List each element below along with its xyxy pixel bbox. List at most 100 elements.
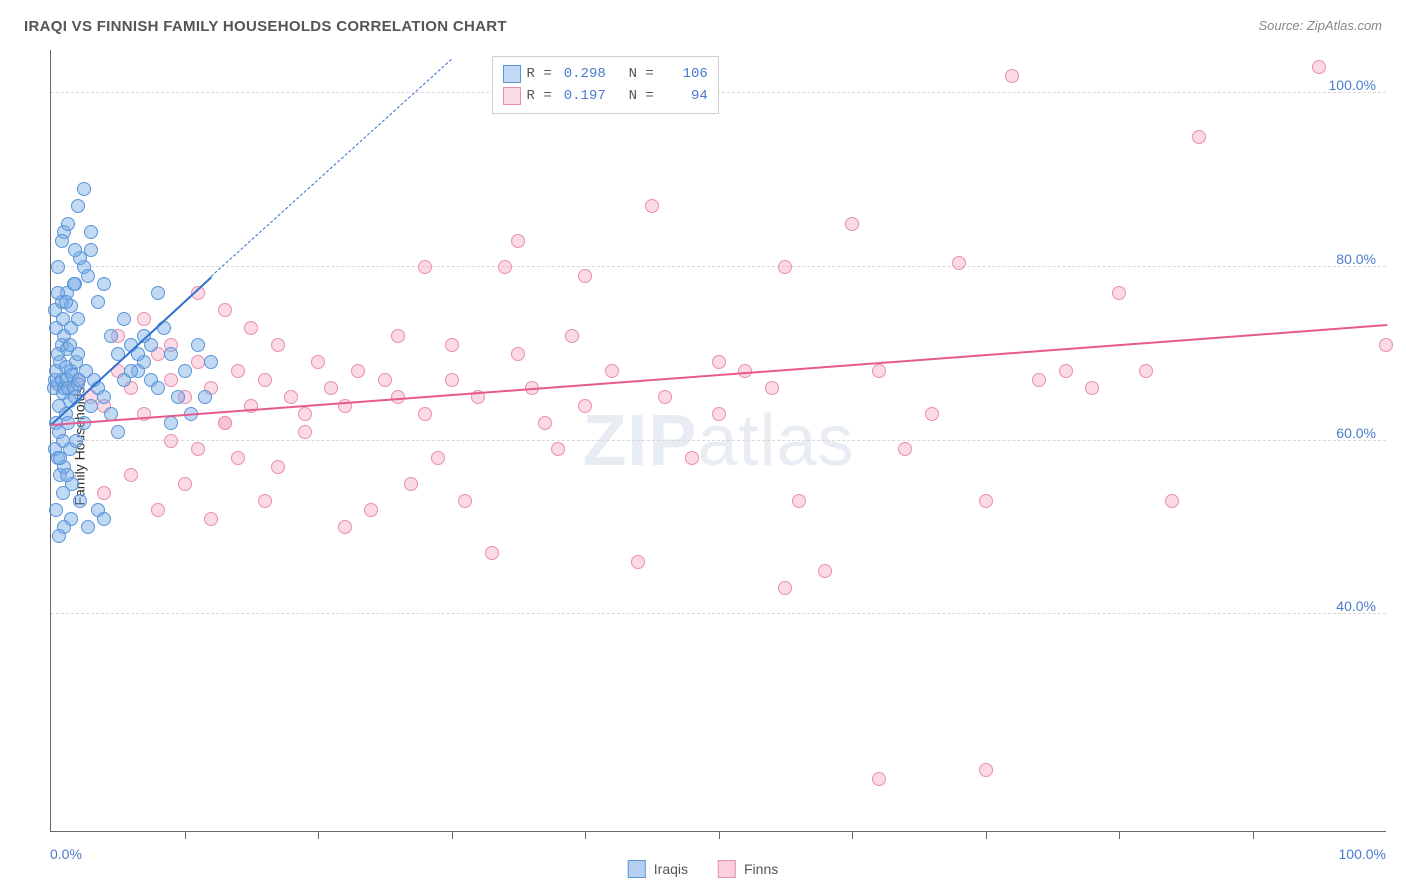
x-tick bbox=[852, 831, 853, 839]
scatter-point bbox=[872, 364, 886, 378]
scatter-point bbox=[56, 312, 70, 326]
scatter-point bbox=[391, 329, 405, 343]
scatter-point bbox=[52, 529, 66, 543]
chart-container: IRAQI VS FINNISH FAMILY HOUSEHOLDS CORRE… bbox=[0, 0, 1406, 892]
scatter-point bbox=[298, 407, 312, 421]
scatter-point bbox=[55, 234, 69, 248]
scatter-point bbox=[631, 555, 645, 569]
scatter-point bbox=[51, 260, 65, 274]
legend-swatch bbox=[503, 65, 521, 83]
scatter-point bbox=[845, 217, 859, 231]
scatter-point bbox=[71, 347, 85, 361]
stat-n-label: N = bbox=[612, 66, 654, 82]
stats-legend-row: R =0.197 N =94 bbox=[503, 85, 708, 107]
scatter-point bbox=[68, 243, 82, 257]
scatter-point bbox=[511, 347, 525, 361]
scatter-point bbox=[298, 425, 312, 439]
x-tick bbox=[185, 831, 186, 839]
scatter-point bbox=[605, 364, 619, 378]
scatter-point bbox=[1059, 364, 1073, 378]
scatter-point bbox=[198, 390, 212, 404]
scatter-point bbox=[979, 494, 993, 508]
scatter-point bbox=[67, 277, 81, 291]
x-tick bbox=[1119, 831, 1120, 839]
scatter-point bbox=[685, 451, 699, 465]
scatter-point bbox=[271, 338, 285, 352]
scatter-point bbox=[71, 312, 85, 326]
scatter-point bbox=[712, 407, 726, 421]
scatter-point bbox=[511, 234, 525, 248]
scatter-point bbox=[124, 468, 138, 482]
scatter-point bbox=[231, 364, 245, 378]
scatter-point bbox=[69, 434, 83, 448]
y-tick-label: 60.0% bbox=[1336, 425, 1376, 441]
scatter-point bbox=[244, 321, 258, 335]
scatter-point bbox=[151, 503, 165, 517]
scatter-point bbox=[445, 338, 459, 352]
x-tick bbox=[986, 831, 987, 839]
scatter-point bbox=[218, 303, 232, 317]
scatter-point bbox=[1139, 364, 1153, 378]
scatter-point bbox=[71, 199, 85, 213]
legend-label: Finns bbox=[744, 861, 778, 877]
scatter-point bbox=[872, 772, 886, 786]
scatter-point bbox=[104, 329, 118, 343]
scatter-point bbox=[418, 407, 432, 421]
x-tick bbox=[719, 831, 720, 839]
scatter-point bbox=[658, 390, 672, 404]
scatter-point bbox=[91, 295, 105, 309]
scatter-point bbox=[1312, 60, 1326, 74]
legend-label: Iraqis bbox=[654, 861, 688, 877]
scatter-point bbox=[364, 503, 378, 517]
scatter-point bbox=[431, 451, 445, 465]
scatter-point bbox=[778, 581, 792, 595]
scatter-point bbox=[1165, 494, 1179, 508]
scatter-point bbox=[204, 355, 218, 369]
scatter-point bbox=[258, 494, 272, 508]
stats-legend-row: R =0.298 N =106 bbox=[503, 63, 708, 85]
stat-n-label: N = bbox=[612, 88, 654, 104]
scatter-point bbox=[56, 486, 70, 500]
scatter-point bbox=[81, 269, 95, 283]
bottom-legend: Iraqis Finns bbox=[628, 860, 778, 878]
scatter-point bbox=[538, 416, 552, 430]
scatter-point bbox=[73, 494, 87, 508]
scatter-point bbox=[979, 763, 993, 777]
scatter-point bbox=[578, 399, 592, 413]
scatter-point bbox=[765, 381, 779, 395]
scatter-point bbox=[204, 512, 218, 526]
scatter-point bbox=[925, 407, 939, 421]
x-axis-max-label: 100.0% bbox=[1339, 846, 1386, 862]
scatter-point bbox=[551, 442, 565, 456]
scatter-point bbox=[712, 355, 726, 369]
scatter-point bbox=[258, 373, 272, 387]
scatter-point bbox=[485, 546, 499, 560]
scatter-point bbox=[351, 364, 365, 378]
scatter-point bbox=[1192, 130, 1206, 144]
scatter-point bbox=[271, 460, 285, 474]
scatter-point bbox=[171, 390, 185, 404]
scatter-point bbox=[1112, 286, 1126, 300]
scatter-point bbox=[97, 512, 111, 526]
stat-r-label: R = bbox=[527, 66, 552, 82]
scatter-point bbox=[178, 364, 192, 378]
scatter-point bbox=[231, 451, 245, 465]
scatter-point bbox=[565, 329, 579, 343]
legend-item: Iraqis bbox=[628, 860, 688, 878]
scatter-point bbox=[1379, 338, 1393, 352]
x-tick bbox=[318, 831, 319, 839]
scatter-point bbox=[84, 399, 98, 413]
gridline bbox=[51, 266, 1386, 267]
scatter-point bbox=[178, 477, 192, 491]
gridline bbox=[51, 440, 1386, 441]
scatter-point bbox=[124, 364, 138, 378]
scatter-point bbox=[151, 286, 165, 300]
x-tick bbox=[585, 831, 586, 839]
y-tick-label: 40.0% bbox=[1336, 598, 1376, 614]
legend-swatch bbox=[718, 860, 736, 878]
scatter-point bbox=[645, 199, 659, 213]
scatter-point bbox=[311, 355, 325, 369]
stat-r-value: 0.298 bbox=[558, 66, 606, 82]
y-tick-label: 100.0% bbox=[1329, 77, 1376, 93]
scatter-point bbox=[144, 338, 158, 352]
